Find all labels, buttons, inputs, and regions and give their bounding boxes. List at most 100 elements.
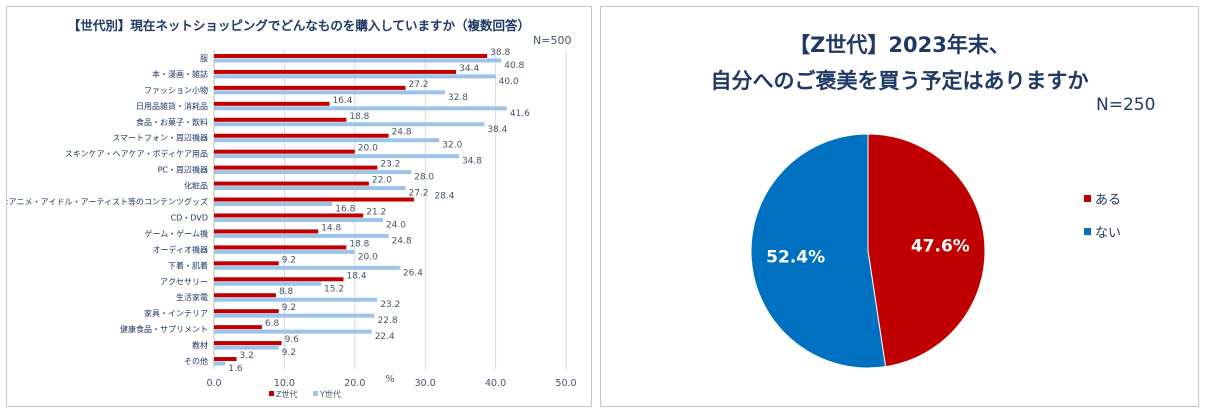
bar-chart-panel: 【世代別】現在ネットショッピングでどんなものを購入していますか（複数回答） N=… (6, 6, 592, 407)
data-label: 38.4 (487, 125, 507, 135)
data-label: 27.2 (408, 80, 428, 90)
legend-label: Y世代 (319, 389, 341, 399)
category-label: 生活家電 (176, 292, 208, 302)
data-label: 18.8 (349, 112, 369, 122)
category-label: 健康食品・サプリメント (120, 324, 208, 334)
bar-y (214, 313, 375, 318)
data-label: 6.8 (265, 319, 280, 329)
bar-z (214, 213, 364, 218)
data-label: 32.0 (442, 141, 462, 151)
category-label: 服 (200, 54, 208, 63)
bar-z (214, 245, 347, 250)
data-label: 24.8 (392, 128, 412, 138)
x-tick-label: 20.0 (344, 378, 365, 389)
legend-label: ある (1095, 193, 1121, 208)
bar-z (214, 117, 347, 122)
bar-z (214, 357, 237, 362)
x-tick-label: 50.0 (555, 378, 576, 389)
bar-z (214, 341, 282, 346)
bar-y (214, 249, 355, 254)
legend-swatch (1084, 195, 1091, 202)
category-label: スキンケア・ヘアケア・ボディケア用品 (65, 149, 208, 159)
x-axis-label: % (385, 374, 394, 385)
bar-y (214, 90, 445, 95)
bar-z (214, 261, 279, 266)
data-label: 8.8 (279, 287, 294, 297)
bar-y (214, 265, 400, 270)
data-label: 28.4 (434, 192, 454, 202)
category-label: 下着・肌着 (168, 260, 208, 270)
category-label: 食品・お菓子・飲料 (136, 117, 208, 127)
bar-y (214, 122, 485, 127)
data-label: 18.8 (349, 239, 369, 249)
data-label: 26.4 (403, 268, 423, 278)
bar-y (214, 329, 372, 334)
data-label: 40.0 (499, 77, 519, 87)
data-label: 34.8 (462, 157, 482, 167)
x-tick-label: 10.0 (274, 378, 295, 389)
bar-z (214, 149, 355, 154)
data-label: 16.8 (335, 205, 355, 215)
data-label: 9.2 (282, 255, 296, 265)
category-label: 教材 (192, 340, 208, 350)
bar-z (214, 277, 344, 282)
category-label: 家具・インテリア (144, 308, 208, 318)
pie-slice-0 (867, 133, 986, 368)
category-label: PC・周辺機器 (158, 165, 208, 175)
bar-z (214, 101, 330, 106)
legend-swatch (1084, 228, 1091, 235)
bar-z (214, 309, 279, 314)
bar-y (214, 74, 496, 79)
bar-z (214, 85, 406, 90)
category-label: オーディオ機器 (153, 244, 208, 254)
data-label: 9.2 (282, 348, 296, 358)
bar-y (214, 138, 440, 143)
data-label: 16.4 (332, 96, 352, 106)
category-label: 本・漫画・雑誌 (152, 69, 208, 79)
data-label: 20.0 (358, 144, 378, 154)
bar-y (214, 106, 507, 111)
data-label: 1.6 (228, 364, 243, 374)
data-label: 24.8 (392, 236, 412, 246)
category-label: アクセサリー (160, 277, 208, 286)
data-label: 18.4 (347, 271, 367, 281)
bar-y (214, 281, 322, 286)
pie-chart-title-line1: 【Z世代】2023年末、 (789, 33, 1010, 57)
data-label: 20.0 (358, 252, 378, 262)
bar-y (214, 217, 383, 222)
bar-y (214, 154, 459, 159)
bar-z (214, 181, 369, 186)
category-label: 好きなアニメ・アイドル・アーティスト等のコンテンツグッズ (7, 197, 208, 207)
data-label: 9.6 (285, 335, 300, 345)
pie-chart-panel: 【Z世代】2023年末、 自分へのご褒美を買う予定はありますか N=250 47… (600, 6, 1199, 407)
data-label: 14.8 (321, 223, 341, 233)
data-label: 23.2 (380, 160, 400, 170)
bar-y (214, 361, 226, 366)
bar-y (214, 233, 389, 238)
bar-chart-sample-size: N=500 (533, 34, 572, 47)
data-label: 3.2 (240, 351, 254, 361)
data-label: 28.0 (414, 173, 434, 183)
legend-label: ない (1095, 226, 1121, 241)
data-label: 38.8 (490, 48, 510, 58)
legend-swatch (313, 391, 318, 396)
bar-z (214, 69, 457, 74)
slice-label: 52.4% (766, 247, 825, 267)
bar-z (214, 53, 488, 58)
bar-y (214, 58, 502, 63)
category-label: CD・DVD (171, 213, 208, 222)
bar-y (214, 345, 279, 350)
bar-chart-title: 【世代別】現在ネットショッピングでどんなものを購入していますか（複数回答） (67, 18, 531, 33)
category-label: ファッション小物 (144, 85, 208, 95)
category-label: ゲーム・ゲーム機 (144, 228, 208, 238)
pie-chart-sample-size: N=250 (1096, 95, 1156, 115)
data-label: 41.6 (510, 109, 530, 119)
bar-y (214, 186, 406, 191)
data-label: 22.4 (375, 332, 395, 342)
data-label: 21.2 (366, 207, 386, 217)
bar-z (214, 197, 414, 202)
data-label: 9.2 (282, 303, 296, 313)
category-label: 日用品雑貨・消耗品 (136, 101, 208, 111)
pie-chart-title-line2: 自分へのご褒美を買う予定はありますか (710, 69, 1089, 93)
legend-swatch (269, 391, 274, 396)
